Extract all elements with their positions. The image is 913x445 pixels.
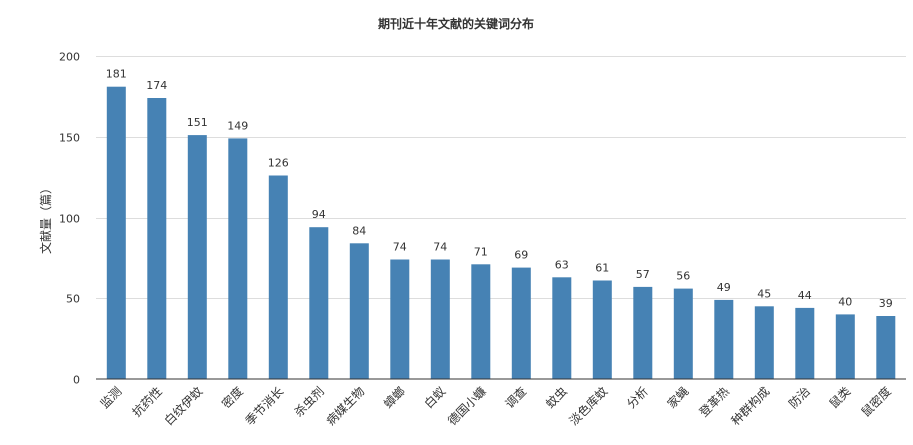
bars (106, 86, 896, 380)
x-tick-label: 抗药性 (129, 384, 165, 420)
bar[interactable] (876, 316, 896, 379)
x-tick-label: 登革热 (696, 384, 732, 420)
x-tick-label: 杀虫剂 (291, 384, 327, 420)
y-axis-label: 文献量（篇） (38, 182, 53, 254)
y-axis-ticks: 0 50 100 150 200 (59, 51, 80, 387)
data-labels: 181 174 151 149 126 94 84 74 74 71 69 63 61 57 56 49 45 4… (106, 68, 893, 310)
x-tick-label: 白蚁 (421, 384, 449, 412)
y-tick-label: 50 (66, 293, 80, 306)
x-tick-label: 蟑螂 (380, 384, 408, 412)
x-tick-label: 季节消长 (243, 384, 287, 428)
data-label: 56 (676, 270, 690, 283)
data-label: 69 (514, 249, 528, 262)
bar[interactable] (552, 277, 572, 379)
data-label: 126 (268, 157, 289, 170)
x-tick-label: 德国小蠊 (444, 384, 489, 429)
bar[interactable] (633, 286, 653, 379)
data-label: 94 (312, 208, 326, 221)
bar[interactable] (835, 314, 855, 379)
data-label: 44 (798, 289, 812, 302)
y-tick-label: 100 (59, 213, 80, 226)
bar[interactable] (228, 138, 248, 379)
y-tick-label: 0 (73, 374, 80, 387)
bar[interactable] (511, 267, 531, 379)
x-tick-label: 监测 (98, 384, 125, 411)
x-tick-label: 鼠类 (827, 384, 854, 411)
x-tick-label: 种群构成 (728, 384, 773, 429)
y-tick-label: 150 (59, 132, 80, 145)
bar[interactable] (268, 175, 288, 380)
data-label: 49 (717, 281, 731, 294)
x-tick-label: 病媒生物 (323, 384, 368, 429)
data-label: 61 (595, 262, 609, 275)
bar[interactable] (349, 243, 369, 379)
x-tick-label: 分析 (624, 384, 651, 411)
data-label: 174 (146, 79, 167, 92)
x-tick-label: 密度 (218, 384, 246, 412)
bar[interactable] (795, 307, 815, 379)
data-label: 74 (433, 241, 447, 254)
x-tick-label: 防治 (785, 384, 813, 412)
data-label: 84 (352, 224, 366, 237)
data-label: 39 (879, 297, 893, 310)
x-tick-label: 调查 (503, 384, 530, 411)
bar[interactable] (187, 135, 207, 379)
bar[interactable] (471, 264, 491, 379)
bar[interactable] (106, 86, 126, 379)
gridlines (96, 56, 906, 299)
x-tick-label: 淡色库蚊 (566, 384, 611, 429)
bar[interactable] (714, 299, 734, 379)
data-label: 151 (187, 116, 208, 129)
chart-title: 期刊近十年文献的关键词分布 (378, 16, 534, 31)
data-label: 57 (636, 268, 650, 281)
x-tick-label: 家蝇 (664, 384, 692, 412)
bar[interactable] (754, 306, 774, 379)
x-tick-label: 蚊虫 (542, 384, 570, 412)
x-tick-label: 白纹伊蚊 (161, 384, 206, 429)
y-tick-label: 200 (59, 51, 80, 64)
bar[interactable] (592, 280, 612, 380)
data-label: 74 (393, 241, 407, 254)
data-label: 63 (555, 258, 569, 271)
bar[interactable] (309, 227, 329, 379)
data-label: 181 (106, 68, 127, 81)
data-label: 71 (474, 245, 488, 258)
data-label: 45 (757, 287, 771, 300)
bar[interactable] (430, 259, 450, 380)
data-label: 40 (838, 295, 852, 308)
bar[interactable] (673, 288, 693, 379)
bar[interactable] (390, 259, 410, 380)
bar[interactable] (147, 98, 167, 379)
data-label: 149 (227, 119, 248, 132)
x-tick-label: 鼠密度 (858, 384, 894, 420)
